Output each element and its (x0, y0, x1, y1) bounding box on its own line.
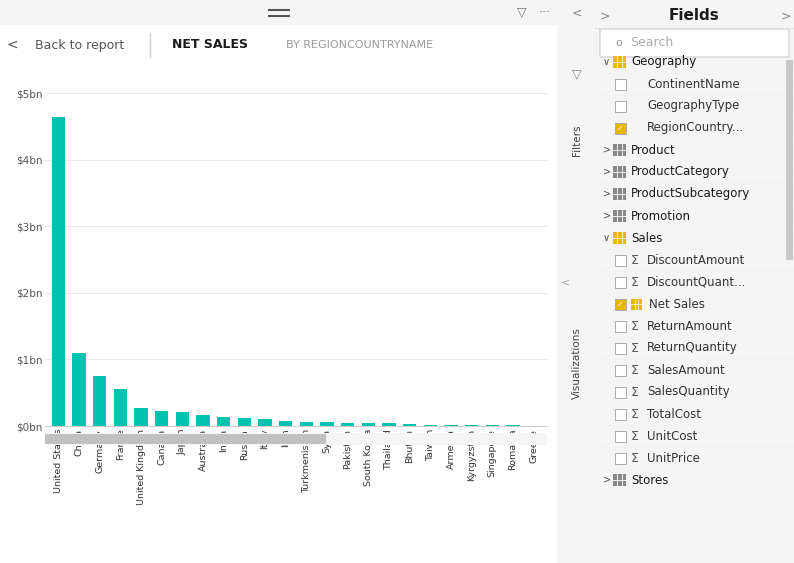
Bar (299, 422, 313, 426)
FancyBboxPatch shape (600, 29, 789, 57)
Text: >: > (603, 145, 611, 155)
Text: RegionCountry...: RegionCountry... (647, 122, 744, 135)
Text: Σ: Σ (631, 408, 639, 421)
Text: Σ: Σ (631, 253, 639, 266)
Bar (382, 423, 395, 426)
Bar (175, 412, 189, 426)
Text: ∨: ∨ (603, 57, 610, 67)
Text: Σ: Σ (631, 319, 639, 333)
Text: ▽: ▽ (572, 69, 582, 82)
FancyBboxPatch shape (613, 166, 626, 178)
Bar (464, 425, 478, 426)
FancyBboxPatch shape (613, 474, 626, 486)
Bar (279, 421, 292, 426)
Bar (444, 425, 457, 426)
Text: UnitPrice: UnitPrice (647, 452, 700, 464)
FancyBboxPatch shape (615, 387, 626, 397)
Bar (155, 410, 168, 426)
Text: GeographyType: GeographyType (647, 100, 739, 113)
FancyBboxPatch shape (615, 364, 626, 376)
Text: ···: ··· (539, 6, 551, 19)
FancyBboxPatch shape (615, 320, 626, 332)
FancyBboxPatch shape (631, 298, 642, 310)
Text: ᴏ: ᴏ (615, 38, 622, 48)
Text: Filters: Filters (572, 124, 582, 156)
Text: >: > (781, 10, 792, 23)
Bar (196, 415, 210, 426)
Text: Sales: Sales (631, 231, 662, 244)
FancyBboxPatch shape (615, 101, 626, 111)
FancyBboxPatch shape (613, 144, 626, 156)
Text: Net Sales: Net Sales (649, 297, 705, 311)
Text: Stores: Stores (631, 473, 669, 486)
FancyBboxPatch shape (615, 123, 626, 133)
Text: SalesAmount: SalesAmount (647, 364, 725, 377)
Bar (72, 353, 86, 426)
Bar (237, 418, 251, 426)
Bar (403, 425, 416, 426)
Text: >: > (603, 475, 611, 485)
Bar (114, 390, 127, 426)
Bar (93, 376, 106, 426)
FancyBboxPatch shape (615, 342, 626, 354)
Text: ▽: ▽ (517, 6, 526, 19)
Text: Σ: Σ (631, 452, 639, 464)
Text: ProductCategory: ProductCategory (631, 166, 730, 178)
Text: <: < (572, 7, 582, 20)
Text: Σ: Σ (631, 364, 639, 377)
Text: Search: Search (630, 37, 673, 50)
FancyBboxPatch shape (615, 409, 626, 419)
Text: UnitCost: UnitCost (647, 430, 697, 443)
Text: SalesQuantity: SalesQuantity (647, 386, 730, 399)
Text: ✓: ✓ (617, 300, 624, 309)
Text: Promotion: Promotion (631, 209, 691, 222)
Text: >: > (603, 189, 611, 199)
FancyBboxPatch shape (613, 188, 626, 200)
Text: TotalCost: TotalCost (647, 408, 701, 421)
FancyBboxPatch shape (40, 434, 326, 444)
Text: >: > (603, 167, 611, 177)
Text: Product: Product (631, 144, 676, 157)
Text: Geography: Geography (631, 56, 696, 69)
Text: >: > (599, 10, 611, 23)
Text: Σ: Σ (631, 342, 639, 355)
Text: <: < (6, 38, 17, 52)
Bar (134, 408, 148, 426)
Text: Back to report: Back to report (36, 38, 125, 51)
Text: >: > (603, 211, 611, 221)
Bar (486, 425, 499, 426)
Bar (52, 117, 65, 426)
FancyBboxPatch shape (615, 78, 626, 90)
Text: DiscountAmount: DiscountAmount (647, 253, 746, 266)
Text: Fields: Fields (669, 8, 720, 24)
FancyBboxPatch shape (615, 453, 626, 463)
Text: ProductSubcategory: ProductSubcategory (631, 187, 750, 200)
Text: Visualizations: Visualizations (572, 327, 582, 399)
FancyBboxPatch shape (615, 254, 626, 266)
Text: <: < (561, 277, 570, 287)
FancyBboxPatch shape (615, 276, 626, 288)
FancyBboxPatch shape (613, 56, 626, 68)
FancyBboxPatch shape (615, 298, 626, 310)
FancyBboxPatch shape (613, 232, 626, 244)
Text: ✓: ✓ (617, 123, 624, 132)
Text: ∨: ∨ (603, 233, 610, 243)
Text: DiscountQuant...: DiscountQuant... (647, 275, 746, 288)
Text: Σ: Σ (631, 386, 639, 399)
Bar (258, 419, 272, 426)
Text: ReturnQuantity: ReturnQuantity (647, 342, 738, 355)
Bar (423, 425, 437, 426)
Bar (341, 423, 354, 426)
Bar (217, 417, 230, 426)
Text: ContinentName: ContinentName (647, 78, 740, 91)
FancyBboxPatch shape (613, 210, 626, 222)
Text: NET SALES: NET SALES (172, 38, 248, 51)
FancyBboxPatch shape (615, 431, 626, 441)
Text: Σ: Σ (631, 430, 639, 443)
Text: BY REGIONCOUNTRYNAME: BY REGIONCOUNTRYNAME (287, 40, 434, 50)
Bar (320, 422, 333, 426)
Bar (361, 423, 375, 426)
Text: Σ: Σ (631, 275, 639, 288)
Text: ReturnAmount: ReturnAmount (647, 319, 733, 333)
